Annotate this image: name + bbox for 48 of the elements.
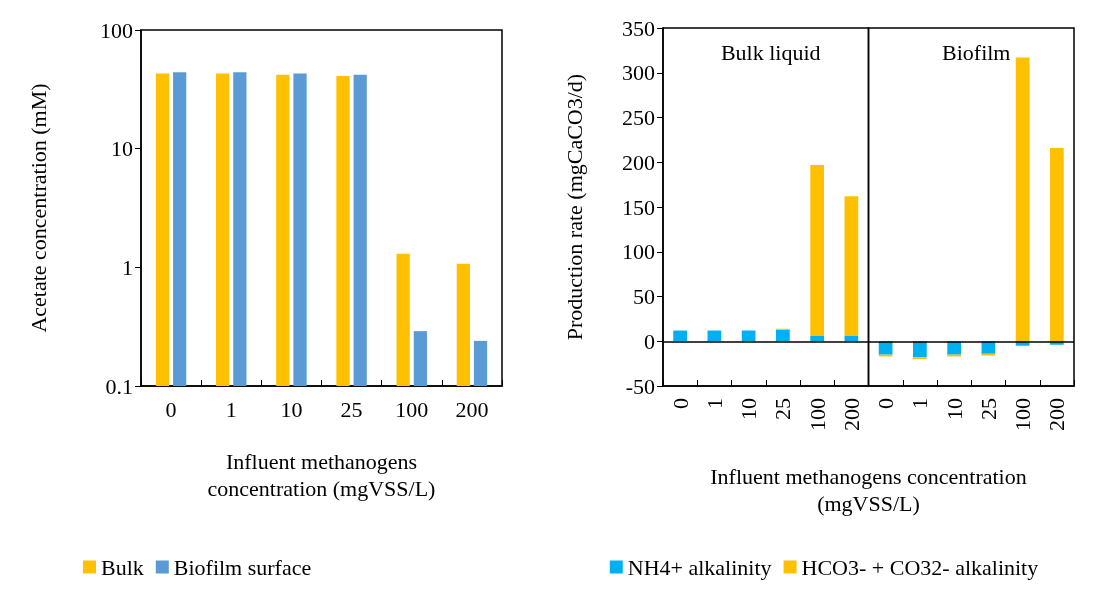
- x-tick-label: 25: [770, 398, 796, 420]
- legend-label: Bulk: [101, 554, 144, 580]
- bar: [810, 335, 824, 342]
- legend-label: Biofilm surface: [173, 554, 312, 580]
- text: Bulk liquid: [720, 39, 821, 65]
- y-tick-label: 10: [111, 136, 133, 162]
- x-tick-label: 100: [1010, 398, 1036, 431]
- y-tick-label: 200: [622, 149, 655, 175]
- x-tick-label: 200: [838, 398, 864, 431]
- x-tick-label: 1: [701, 398, 727, 409]
- x-tick-label: 1: [225, 396, 237, 422]
- x-tick-label: 25: [340, 396, 363, 422]
- x-tick-label: 0: [165, 396, 177, 422]
- x-tick-label: 100: [395, 396, 429, 422]
- x-tick-label: 100: [804, 398, 830, 431]
- x-axis-title: Influent methanogens concentration (mgVSS/L): [709, 463, 1028, 517]
- x-tick-label: 25: [975, 398, 1001, 420]
- x-tick-label: 10: [941, 398, 967, 420]
- bar: [810, 164, 824, 336]
- x-tick-label: 0: [873, 398, 899, 409]
- y-axis-title: Production rate (mgCaCO3/d): [561, 73, 587, 341]
- y-tick-label: 150: [622, 194, 655, 220]
- y-tick-label: 100: [622, 239, 655, 265]
- y-tick-label: -50: [625, 373, 655, 399]
- x-tick-label: 200: [455, 396, 489, 422]
- y-tick-label: 1: [122, 254, 133, 280]
- y-axis-title: Acetate concentration (mM): [25, 83, 51, 333]
- y-tick-label: 100: [100, 17, 133, 43]
- x-tick-label: 200: [1044, 398, 1070, 431]
- y-tick-label: 250: [622, 105, 655, 130]
- x-axis-title: Influent methanogens concentration (mgVSS/L): [206, 448, 437, 502]
- bar: [1050, 147, 1064, 342]
- x-tick-label: 0: [667, 398, 693, 409]
- x-tick-label: 10: [280, 396, 303, 422]
- bar: [673, 330, 687, 342]
- y-tick-label: 0.1: [105, 373, 133, 399]
- text: Biofilm: [942, 39, 1011, 65]
- y-tick-label: 300: [622, 60, 655, 86]
- y-tick-label: 350: [622, 15, 655, 41]
- x-tick-label: 1: [907, 398, 933, 409]
- y-tick-label: 0: [644, 328, 655, 354]
- bar: [844, 196, 859, 336]
- bar: [1015, 57, 1030, 342]
- bar: [776, 329, 790, 342]
- legend-label: NH4+ alkalinity: [627, 554, 772, 580]
- y-tick-label: 50: [633, 284, 655, 309]
- legend-label: HCO3- + CO32- alkalinity: [801, 554, 1039, 580]
- x-tick-label: 10: [736, 398, 762, 420]
